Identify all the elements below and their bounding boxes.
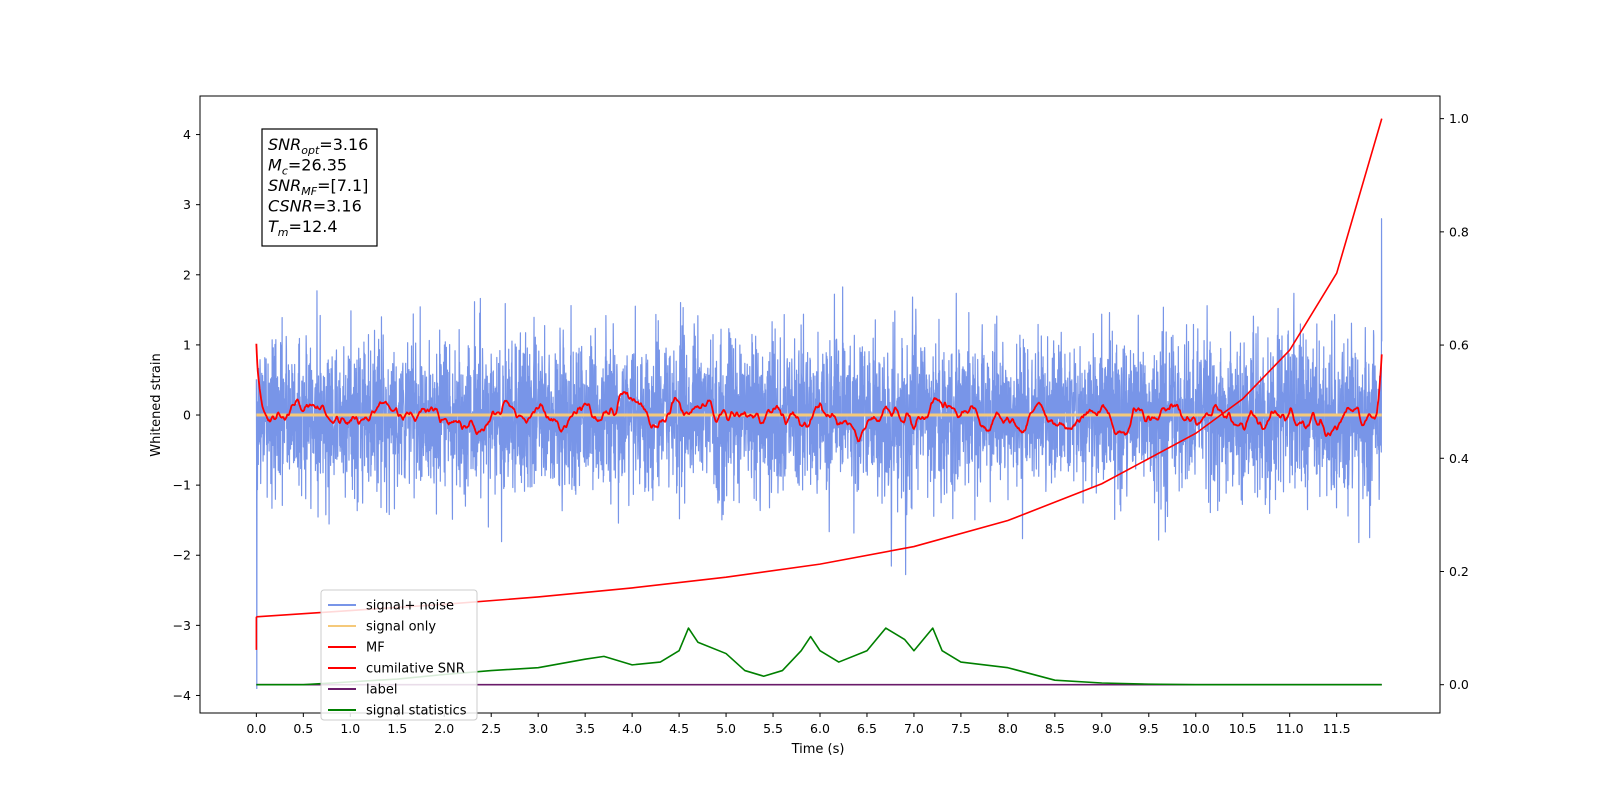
legend-frame [320,589,478,721]
y-axis-label: Whitened strain [149,353,164,456]
stats-box-line: SNRMF=[7.1] [268,176,368,198]
x-tick-label: 11.0 [1276,721,1304,736]
y-tick-label: −1 [173,478,191,493]
y2-tick-label: 0.2 [1449,564,1469,579]
x-tick-label: 10.5 [1229,721,1257,736]
y-tick-label: −4 [173,688,191,703]
y2-tick-label: 0.8 [1449,224,1469,239]
legend-label: signal+ noise [366,599,454,614]
y2-tick-label: 0.6 [1449,338,1469,353]
series-signal-statistics-layer [256,627,1382,686]
x-tick-label: 1.5 [387,721,407,736]
x-tick-label: 4.5 [669,721,689,736]
x-tick-label: 0.0 [246,721,266,736]
stats-box-border [261,128,378,247]
series-mf-line [255,343,1383,443]
stats-box-line: Tm=12.4 [268,217,338,239]
y2-tick-label: 0.4 [1449,451,1469,466]
x-tick-label: 4.0 [622,721,642,736]
series-signal-noise-layer [255,218,1383,690]
y-tick-label: 1 [183,337,191,352]
x-tick-label: 9.0 [1092,721,1112,736]
y-tick-label: 2 [183,267,191,282]
y-tick-label: −3 [173,618,191,633]
series-mf-layer [255,343,1383,443]
y2-axis-ticks: 0.0 0.2 0.4 0.6 0.8 1.0 [1440,111,1469,692]
y-tick-label: 3 [183,197,191,212]
legend-label: MF [366,641,385,656]
x-tick-label: 5.0 [716,721,736,736]
x-tick-label: 0.5 [293,721,313,736]
stats-box-line: Mc=26.35 [268,156,347,178]
x-tick-label: 2.0 [434,721,454,736]
x-tick-label: 3.5 [575,721,595,736]
x-tick-label: 1.0 [340,721,360,736]
y-axis-ticks: −4 −3 −2 −1 0 1 2 3 4 [173,127,200,703]
y-tick-label: 0 [183,408,191,423]
x-tick-label: 8.0 [998,721,1018,736]
x-tick-label: 10.0 [1182,721,1210,736]
x-tick-label: 11.5 [1323,721,1351,736]
series-signal-noise-line [255,218,1383,690]
x-axis-label: Time (s) [791,742,845,757]
stats-box-line: SNRopt=3.16 [268,135,368,157]
x-axis-ticks: 0.0 0.5 1.0 1.5 2.0 2.5 3.0 3.5 4.0 4.5 5.0 5.5 6.0 6… [246,713,1351,736]
stats-box-line: CSNR=3.16 [268,197,362,216]
legend-label: signal only [366,620,436,635]
x-tick-label: 9.5 [1139,721,1159,736]
x-tick-label: 8.5 [1045,721,1065,736]
legend-label: signal statistics [366,704,467,719]
legend-label: label [366,683,397,698]
x-tick-label: 6.0 [810,721,830,736]
x-tick-label: 2.5 [481,721,501,736]
y2-tick-label: 0.0 [1449,677,1469,692]
legend-label: cumilative SNR [366,662,465,677]
x-tick-label: 5.5 [763,721,783,736]
series-signal-statistics-line [256,627,1382,686]
x-tick-label: 7.0 [904,721,924,736]
y2-tick-label: 1.0 [1449,111,1469,126]
stats-annotation-box: SNRopt=3.16Mc=26.35SNRMF=[7.1]CSNR=3.16T… [261,128,378,247]
x-tick-label: 6.5 [857,721,877,736]
y-tick-label: −2 [173,548,191,563]
x-tick-label: 7.5 [951,721,971,736]
x-tick-label: 3.0 [528,721,548,736]
y-tick-label: 4 [183,127,191,142]
legend: signal+ noise signal only MF cumilative SNR… [320,589,478,721]
